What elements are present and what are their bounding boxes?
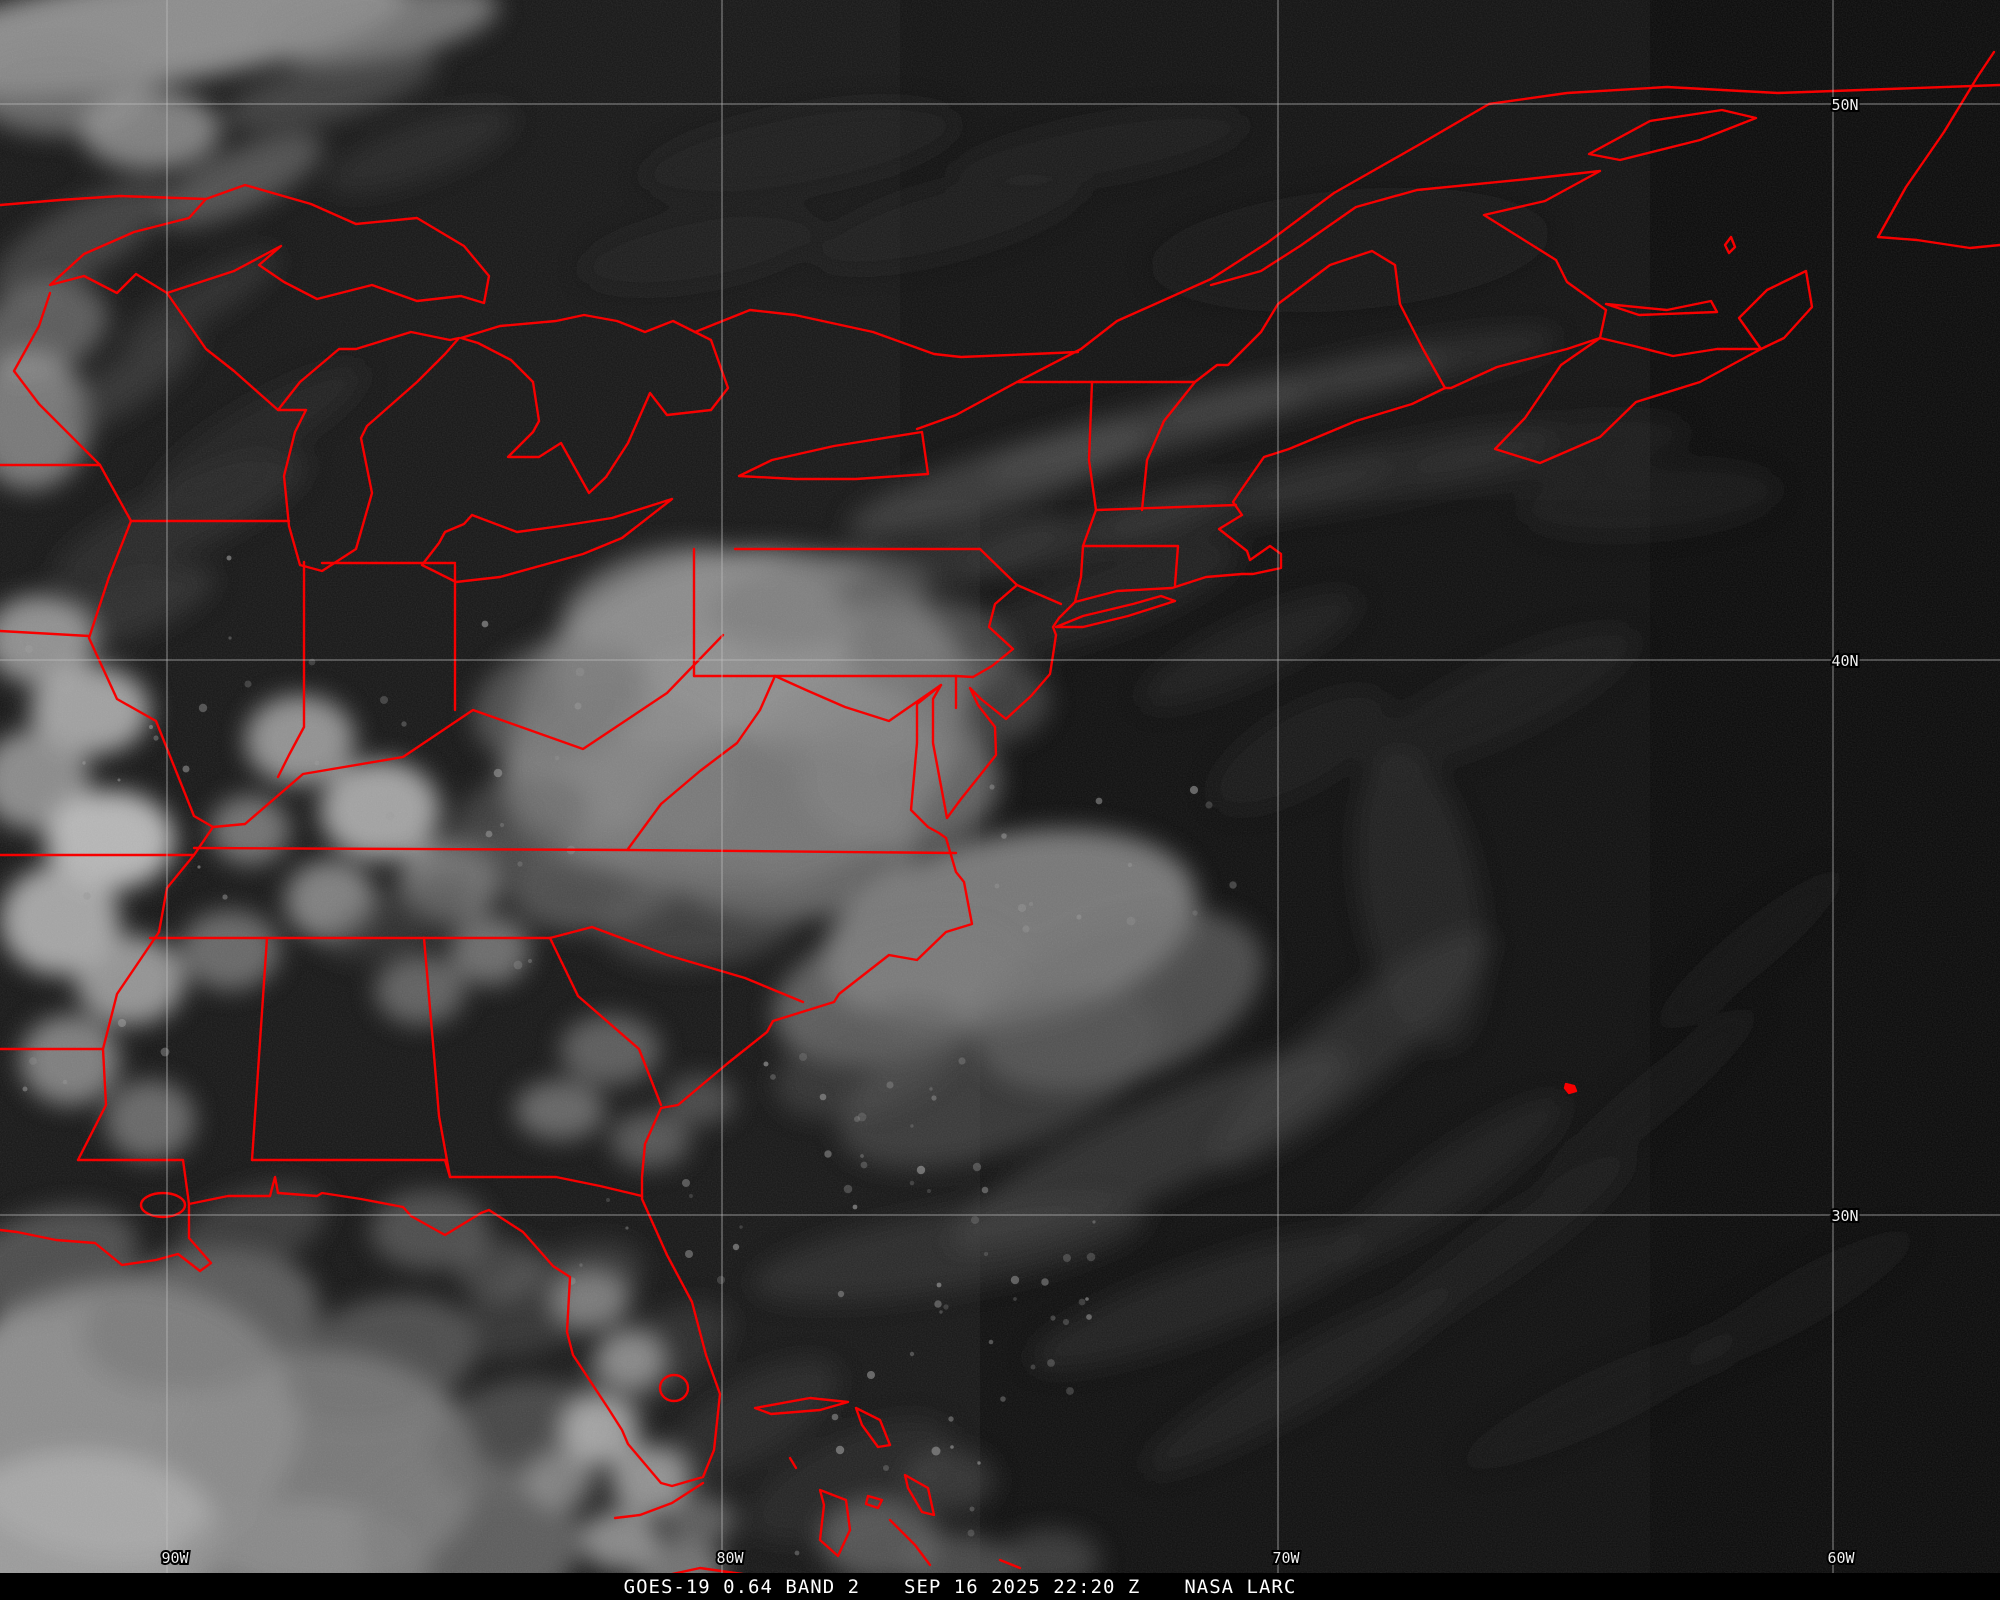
caption-bar: GOES-19 0.64 BAND 2 SEP 16 2025 22:20 Z … — [0, 1573, 2000, 1600]
latitude-label: 30N — [1831, 1207, 1858, 1225]
caption-credit-label: NASA LARC — [1184, 1575, 1297, 1598]
massachusetts-north-border — [1095, 503, 1238, 512]
lake-ontario-outline — [737, 430, 930, 481]
latitude-label: 40N — [1831, 652, 1858, 670]
vermont-new-york-border — [1081, 380, 1098, 548]
newfoundland-west-coast — [1876, 50, 1996, 239]
new-york-pennsylvania-border — [733, 547, 1019, 587]
newfoundland-south-coast — [1876, 235, 2000, 250]
prince-edward-island-outline — [1604, 299, 1719, 317]
bay-of-fundy-shore — [1443, 336, 1602, 390]
us-east-gulf-coastline — [0, 386, 1447, 1488]
maine-canada-border — [1015, 249, 1447, 390]
gaspe-new-brunswick-coast — [1209, 169, 1608, 340]
wisconsin-west-border — [12, 291, 102, 467]
iowa-missouri-border — [0, 629, 91, 638]
lake-okeechobee-outline — [658, 1373, 690, 1403]
magdalen-islands-outline — [1723, 235, 1737, 255]
new-providence-outline — [864, 1494, 884, 1510]
ontario-quebec-border — [693, 308, 1080, 359]
alabama-florida-border — [250, 1158, 452, 1179]
andros-outline — [818, 1488, 852, 1558]
longitude-label: 80W — [716, 1549, 744, 1567]
florida-keys — [613, 1481, 705, 1520]
nova-scotia-outline — [1493, 336, 1763, 465]
cape-breton-outline — [1737, 269, 1814, 351]
mississippi-alabama-border — [250, 936, 269, 1162]
exuma-cays — [888, 1518, 932, 1567]
caption-product-label: GOES-19 0.64 BAND 2 — [623, 1575, 861, 1598]
kentucky-tennessee-virginia-north-carolina-border — [192, 846, 958, 855]
longitude-label: 90W — [161, 1549, 189, 1567]
st-lawrence-north-shore — [915, 83, 2000, 431]
ohio-river-border — [211, 633, 725, 829]
longitude-label: 60W — [1827, 1549, 1855, 1567]
georgia-south-carolina-border — [548, 936, 663, 1107]
minnesota-ontario-border — [0, 194, 208, 207]
mississippi-louisiana-border — [76, 1158, 191, 1206]
indiana-illinois-border — [276, 560, 306, 779]
grand-bahama-outline — [753, 1396, 850, 1416]
vermont-new-hampshire-border — [1140, 380, 1197, 512]
lake-pontchartrain-outline — [139, 1191, 187, 1219]
florida-georgia-border — [448, 1175, 644, 1198]
pennsylvania-south-border — [692, 674, 975, 679]
caption-timestamp-label: SEP 16 2025 22:20 Z — [904, 1575, 1141, 1598]
mississippi-river-border — [76, 463, 215, 1162]
long-island-outline — [1054, 594, 1177, 629]
lake-michigan-outline — [276, 330, 461, 573]
longitude-label: 70W — [1272, 1549, 1300, 1567]
anticosti-island-outline — [1587, 108, 1758, 162]
delaware-river-border — [971, 583, 1019, 679]
bermuda-mark — [1563, 1082, 1578, 1095]
connecticut-borders — [1073, 544, 1180, 604]
lake-erie-outline — [420, 497, 674, 584]
alabama-georgia-border — [422, 936, 452, 1179]
latitude-label: 50N — [1831, 96, 1858, 114]
bimini-mark — [788, 1456, 798, 1470]
potomac-border — [773, 674, 943, 723]
lake-huron-outline — [459, 313, 730, 495]
west-virginia-virginia-border — [626, 674, 777, 851]
eleuthera-outline — [903, 1473, 936, 1517]
abaco-outline — [854, 1406, 892, 1449]
wisconsin-michigan-border — [165, 291, 280, 412]
north-carolina-south-carolina-border — [548, 925, 805, 1004]
new-york-new-jersey-border — [1015, 583, 1063, 606]
